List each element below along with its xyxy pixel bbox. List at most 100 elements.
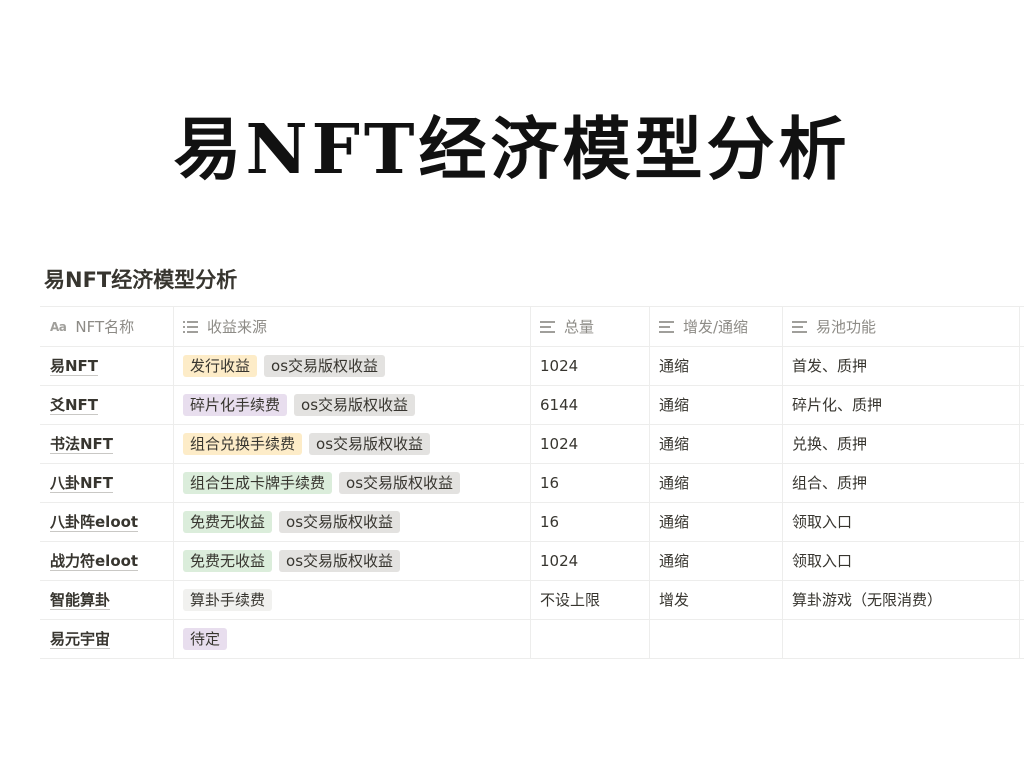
revenue-tag[interactable]: 组合兑换手续费: [183, 433, 303, 455]
nft-name[interactable]: 爻NFT: [50, 395, 99, 415]
revenue-tag[interactable]: 待定: [183, 628, 228, 650]
nft-name[interactable]: 易元宇宙: [50, 629, 111, 649]
total-value: 1024: [540, 552, 579, 570]
table-row[interactable]: 书法NFT 组合兑换手续费 os交易版权收益 1024 通缩 兑换、质押: [40, 425, 1024, 464]
table-row[interactable]: 爻NFT 碎片化手续费 os交易版权收益 6144 通缩 碎片化、质押: [40, 386, 1024, 425]
pool-function-value: 领取入口: [792, 552, 853, 570]
pool-function-cell[interactable]: 首发、质押: [783, 347, 1020, 385]
nft-name-cell[interactable]: 八卦阵eloot: [40, 503, 174, 541]
revenue-source-cell[interactable]: 组合兑换手续费 os交易版权收益: [174, 425, 531, 463]
nft-name[interactable]: 八卦阵eloot: [50, 512, 139, 532]
revenue-source-cell[interactable]: 免费无收益 os交易版权收益: [174, 503, 531, 541]
supply-value: 通缩: [659, 552, 690, 570]
revenue-source-cell[interactable]: 组合生成卡牌手续费 os交易版权收益: [174, 464, 531, 502]
revenue-tag[interactable]: os交易版权收益: [339, 472, 461, 494]
revenue-source-cell[interactable]: 免费无收益 os交易版权收益: [174, 542, 531, 580]
total-cell[interactable]: 1024: [531, 347, 650, 385]
revenue-tag[interactable]: os交易版权收益: [279, 550, 401, 572]
pool-function-cell[interactable]: 组合、质押: [783, 464, 1020, 502]
pool-function-value: 领取入口: [792, 513, 853, 531]
revenue-tag[interactable]: os交易版权收益: [309, 433, 431, 455]
header-label: 增发/通缩: [683, 317, 749, 336]
revenue-tag[interactable]: 发行收益: [183, 355, 258, 377]
revenue-source-cell[interactable]: 算卦手续费: [174, 581, 531, 619]
nft-name[interactable]: 八卦NFT: [50, 473, 114, 493]
total-cell[interactable]: 不设上限: [531, 581, 650, 619]
table-row[interactable]: 八卦阵eloot 免费无收益 os交易版权收益 16 通缩 领取入口: [40, 503, 1024, 542]
revenue-tag[interactable]: 算卦手续费: [183, 589, 273, 611]
header-total[interactable]: 总量: [531, 307, 650, 346]
table-row[interactable]: 战力符eloot 免费无收益 os交易版权收益 1024 通缩 领取入口: [40, 542, 1024, 581]
pool-function-value: 首发、质押: [792, 357, 868, 375]
revenue-source-cell[interactable]: 待定: [174, 620, 531, 658]
total-value: 6144: [540, 396, 579, 414]
pool-function-cell[interactable]: 领取入口: [783, 542, 1020, 580]
multi-select-icon: [183, 320, 198, 333]
revenue-tag[interactable]: 碎片化手续费: [183, 394, 288, 416]
nft-name[interactable]: 战力符eloot: [50, 551, 139, 571]
total-cell[interactable]: 1024: [531, 542, 650, 580]
total-cell[interactable]: 16: [531, 503, 650, 541]
total-value: 1024: [540, 435, 579, 453]
text-property-icon: [659, 320, 674, 333]
revenue-source-cell[interactable]: 碎片化手续费 os交易版权收益: [174, 386, 531, 424]
pool-function-value: 兑换、质押: [792, 435, 868, 453]
supply-cell[interactable]: [650, 620, 783, 658]
supply-cell[interactable]: 通缩: [650, 386, 783, 424]
nft-name-cell[interactable]: 八卦NFT: [40, 464, 174, 502]
revenue-tag[interactable]: 免费无收益: [183, 550, 273, 572]
revenue-tag[interactable]: os交易版权收益: [294, 394, 416, 416]
total-cell[interactable]: 1024: [531, 425, 650, 463]
total-value: 1024: [540, 357, 579, 375]
nft-name-cell[interactable]: 爻NFT: [40, 386, 174, 424]
revenue-tag[interactable]: os交易版权收益: [279, 511, 401, 533]
pool-function-cell[interactable]: 碎片化、质押: [783, 386, 1020, 424]
table-row[interactable]: 智能算卦 算卦手续费 不设上限 增发 算卦游戏（无限消费）: [40, 581, 1024, 620]
nft-name[interactable]: 易NFT: [50, 356, 99, 376]
header-revenue-source[interactable]: 收益来源: [174, 307, 531, 346]
table-row[interactable]: 易元宇宙 待定: [40, 620, 1024, 659]
pool-function-value: 碎片化、质押: [792, 396, 883, 414]
supply-cell[interactable]: 通缩: [650, 542, 783, 580]
supply-cell[interactable]: 通缩: [650, 347, 783, 385]
total-cell[interactable]: 6144: [531, 386, 650, 424]
pool-function-cell[interactable]: [783, 620, 1020, 658]
nft-name-cell[interactable]: 易NFT: [40, 347, 174, 385]
nft-name-cell[interactable]: 战力符eloot: [40, 542, 174, 580]
revenue-source-cell[interactable]: 发行收益 os交易版权收益: [174, 347, 531, 385]
supply-cell[interactable]: 通缩: [650, 464, 783, 502]
nft-name-cell[interactable]: 智能算卦: [40, 581, 174, 619]
text-property-icon: [540, 320, 555, 333]
pool-function-cell[interactable]: 算卦游戏（无限消费）: [783, 581, 1020, 619]
revenue-tag[interactable]: os交易版权收益: [264, 355, 386, 377]
nft-name-cell[interactable]: 易元宇宙: [40, 620, 174, 658]
table-row[interactable]: 易NFT 发行收益 os交易版权收益 1024 通缩 首发、质押: [40, 347, 1024, 386]
nft-name-cell[interactable]: 书法NFT: [40, 425, 174, 463]
database-title[interactable]: 易NFT经济模型分析: [44, 268, 238, 292]
table-row[interactable]: 八卦NFT 组合生成卡牌手续费 os交易版权收益 16 通缩 组合、质押: [40, 464, 1024, 503]
supply-value: 通缩: [659, 513, 690, 531]
header-supply[interactable]: 增发/通缩: [650, 307, 783, 346]
pool-function-value: 算卦游戏（无限消费）: [792, 591, 943, 609]
total-cell[interactable]: [531, 620, 650, 658]
total-value: 16: [540, 513, 560, 531]
supply-cell[interactable]: 通缩: [650, 425, 783, 463]
header-label: 收益来源: [207, 317, 268, 336]
supply-cell[interactable]: 通缩: [650, 503, 783, 541]
pool-function-cell[interactable]: 领取入口: [783, 503, 1020, 541]
supply-value: 通缩: [659, 396, 690, 414]
page-heading: 易NFT经济模型分析: [173, 110, 851, 190]
text-property-icon: [792, 320, 807, 333]
table-header-row: Aa NFT名称 收益来源 总量 增发/通缩: [40, 307, 1024, 347]
table-body: 易NFT 发行收益 os交易版权收益 1024 通缩 首发、质押 爻NFT 碎片化手续费 os交…: [40, 347, 1024, 659]
nft-name[interactable]: 书法NFT: [50, 434, 114, 454]
revenue-tag[interactable]: 组合生成卡牌手续费: [183, 472, 333, 494]
total-cell[interactable]: 16: [531, 464, 650, 502]
header-label: 易池功能: [816, 317, 877, 336]
supply-cell[interactable]: 增发: [650, 581, 783, 619]
revenue-tag[interactable]: 免费无收益: [183, 511, 273, 533]
nft-name[interactable]: 智能算卦: [50, 590, 111, 610]
header-nft-name[interactable]: Aa NFT名称: [40, 307, 174, 346]
header-pool-function[interactable]: 易池功能: [783, 307, 1020, 346]
pool-function-cell[interactable]: 兑换、质押: [783, 425, 1020, 463]
